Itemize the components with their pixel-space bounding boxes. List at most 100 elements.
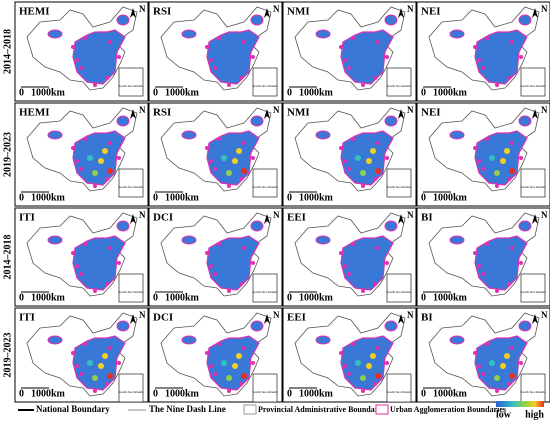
panel-label: DCI <box>153 212 173 224</box>
map-panel: NMI N South Sea Islands 0 1000km <box>282 102 417 207</box>
map-panel: DCI N South Sea Islands 0 1000km <box>148 207 283 307</box>
urban-dot <box>93 83 97 87</box>
panel-label: NMI <box>287 6 310 18</box>
urban-dot <box>239 76 243 80</box>
urban-dot <box>373 177 377 181</box>
urban-dot <box>251 55 255 59</box>
urban-dot <box>242 40 246 44</box>
urban-dot <box>485 242 489 246</box>
scale-start: 0 <box>287 87 292 98</box>
urban-dot <box>347 66 351 70</box>
urban-dot <box>473 146 477 150</box>
north-label: N <box>407 105 414 115</box>
hotspot <box>355 360 361 366</box>
inset-label: South Sea Islands <box>253 390 279 394</box>
urban-region <box>340 235 394 291</box>
urban-region <box>315 235 331 245</box>
urban-dot <box>373 282 377 286</box>
urban-region <box>315 29 331 39</box>
inset-label: South Sea Islands <box>521 185 547 189</box>
inset-frame <box>252 373 278 403</box>
north-arrow <box>130 314 136 324</box>
urban-dot <box>485 137 489 141</box>
inset-label: South Sea Islands <box>119 290 145 294</box>
urban-region <box>116 115 130 127</box>
urban-dot <box>117 55 121 59</box>
hotspot <box>107 168 113 174</box>
urban-region <box>449 130 465 140</box>
urban-dot <box>495 289 499 293</box>
urban-dot <box>473 251 477 255</box>
urban-dot <box>79 167 83 171</box>
scale-start: 0 <box>421 87 426 98</box>
hotspot <box>504 353 510 359</box>
urban-dot <box>351 137 355 141</box>
urban-dot <box>83 36 87 40</box>
urban-region <box>72 29 126 85</box>
urban-region <box>518 115 532 127</box>
urban-dot <box>108 246 112 250</box>
hotspot <box>494 375 500 381</box>
urban-region <box>47 235 63 245</box>
urban-dot <box>79 272 83 276</box>
urban-dot <box>376 40 380 44</box>
panel-label: NEI <box>421 6 441 18</box>
hotspot <box>92 375 98 381</box>
map-panel: BI N South Sea Islands 0 1000km <box>416 207 550 307</box>
urban-dot <box>376 346 380 350</box>
scale-end: 1000km <box>165 87 200 98</box>
urban-region <box>384 115 398 127</box>
urban-dot <box>361 289 365 293</box>
urban-dot <box>79 66 83 70</box>
urban-region <box>315 130 331 140</box>
scale-end: 1000km <box>433 192 468 203</box>
scale-end: 1000km <box>299 87 334 98</box>
urban-dot <box>205 351 209 355</box>
scale-start: 0 <box>19 292 24 303</box>
map-panel: NEI N South Sea Islands 0 1000km <box>416 1 550 102</box>
map-panel: NMI N South Sea Islands 0 1000km <box>282 1 417 102</box>
hotspot <box>375 373 381 379</box>
inset-frame <box>252 168 278 198</box>
urban-dot <box>93 389 97 393</box>
map-panel: ITI N South Sea Islands 0 1000km <box>14 307 149 403</box>
urban-dot <box>385 361 389 365</box>
urban-dot <box>227 83 231 87</box>
panel-label: RSI <box>153 107 171 119</box>
urban-region <box>250 14 264 26</box>
urban-dot <box>117 156 121 160</box>
urban-dot <box>519 361 523 365</box>
map-panel: RSI N South Sea Islands 0 1000km <box>148 102 283 207</box>
north-label: N <box>541 4 548 14</box>
urban-region <box>72 235 126 291</box>
scale-end: 1000km <box>299 388 334 399</box>
urban-dot <box>373 76 377 80</box>
scale-end: 1000km <box>299 292 334 303</box>
urban-dot <box>75 159 79 163</box>
urban-region <box>116 220 130 232</box>
urban-dot <box>481 372 485 376</box>
hotspot <box>98 158 104 164</box>
inset-frame <box>252 67 278 97</box>
hotspot <box>226 375 232 381</box>
inset-frame <box>386 67 412 97</box>
hotspot <box>509 168 515 174</box>
urban-dot <box>209 159 213 163</box>
urban-dot <box>209 58 213 62</box>
hotspot <box>360 170 366 176</box>
urban-dot <box>105 76 109 80</box>
north-label: N <box>541 105 548 115</box>
map-panel: RSI N South Sea Islands 0 1000km <box>148 1 283 102</box>
urban-dot <box>242 141 246 145</box>
legend-text: high <box>525 409 544 420</box>
urban-region <box>250 115 264 127</box>
hotspot <box>500 158 506 164</box>
urban-dot <box>239 177 243 181</box>
urban-region <box>116 14 130 26</box>
urban-dot <box>343 159 347 163</box>
urban-dot <box>213 372 217 376</box>
urban-region <box>47 335 63 345</box>
urban-dot <box>481 66 485 70</box>
urban-dot <box>239 282 243 286</box>
